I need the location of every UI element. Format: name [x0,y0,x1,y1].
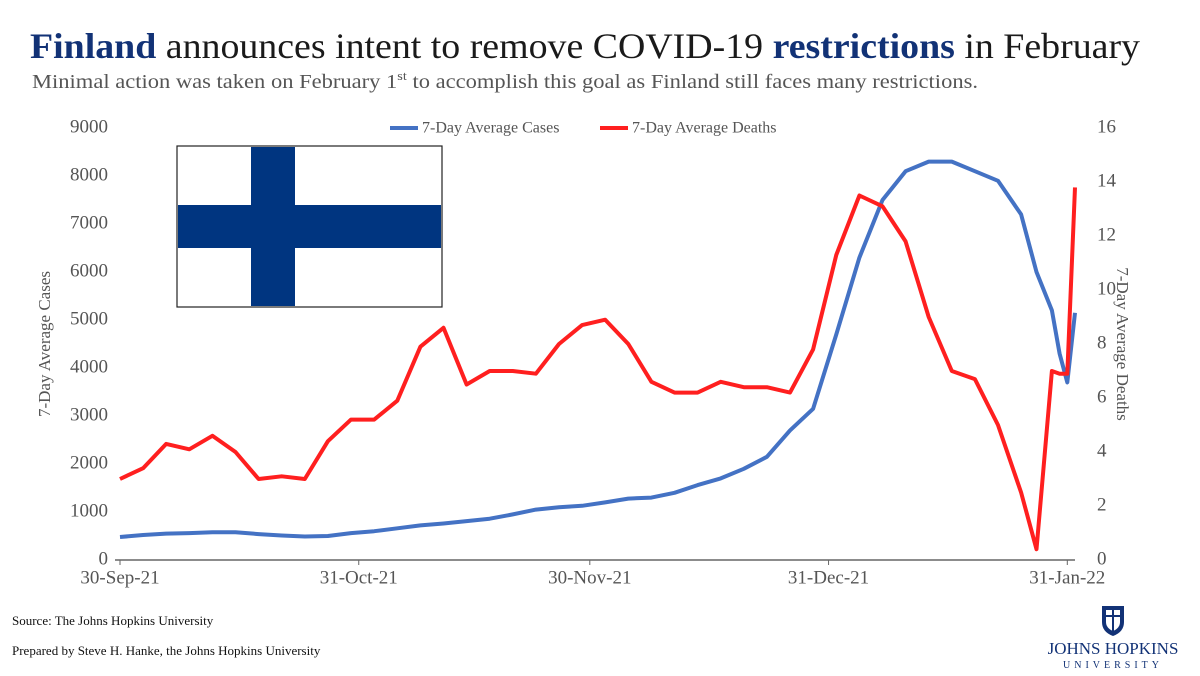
subtitle-run: to accomplish this goal as Finland still… [407,71,978,93]
y-tick-label: 2000 [70,452,108,473]
subtitle-run: Minimal action was taken on February 1 [32,71,397,93]
y2-tick-label: 6 [1097,386,1107,407]
series-line [119,159,1077,539]
logo-name: JOHNS HOPKINS [1048,639,1179,658]
x-tick-label: 31-Jan-22 [1029,567,1105,588]
y-tick-label: 1000 [70,500,108,521]
legend-label: 7-Day Average Cases [422,120,559,137]
logo [1102,606,1124,636]
x-tick-label: 30-Nov-21 [548,567,631,588]
title-run: announces intent to remove COVID-19 [156,26,772,66]
y2-axis-label: 7-Day Average Deaths [1113,267,1132,421]
title-run: in February [955,26,1140,66]
y-tick-label: 0 [99,548,109,569]
legend-label: 7-Day Average Deaths [632,120,777,137]
subtitle-run: st [397,68,407,83]
y2-tick-label: 4 [1097,440,1107,461]
y-tick-label: 3000 [70,404,108,425]
y2-tick-label: 12 [1097,224,1116,245]
y2-tick-label: 8 [1097,332,1107,353]
source: Source: The Johns Hopkins University [12,613,214,628]
x-tick-label: 30-Sep-21 [80,567,159,588]
y-tick-label: 8000 [70,164,108,185]
y2-tick-label: 16 [1097,116,1116,137]
title-run: Finland [30,26,156,66]
logo-sub: UNIVERSITY [1063,660,1163,671]
x-tick-label: 31-Dec-21 [788,567,869,588]
y2-tick-label: 2 [1097,494,1107,515]
y2-tick-label: 10 [1097,278,1116,299]
prepared-by: Prepared by Steve H. Hanke, the Johns Ho… [12,643,321,658]
flag [176,145,443,308]
y-tick-label: 9000 [70,116,108,137]
x-tick-label: 31-Oct-21 [320,567,398,588]
y-tick-label: 7000 [70,212,108,233]
y-tick-label: 6000 [70,260,108,281]
y-tick-label: 5000 [70,308,108,329]
y-tick-label: 4000 [70,356,108,377]
series-line [119,187,1077,552]
y-axis-label: 7-Day Average Cases [35,271,54,417]
y2-tick-label: 14 [1097,170,1117,191]
y2-tick-label: 0 [1097,548,1107,569]
title-run: restrictions [773,26,955,66]
chart-title: Finland announces intent to remove COVID… [30,26,1140,66]
